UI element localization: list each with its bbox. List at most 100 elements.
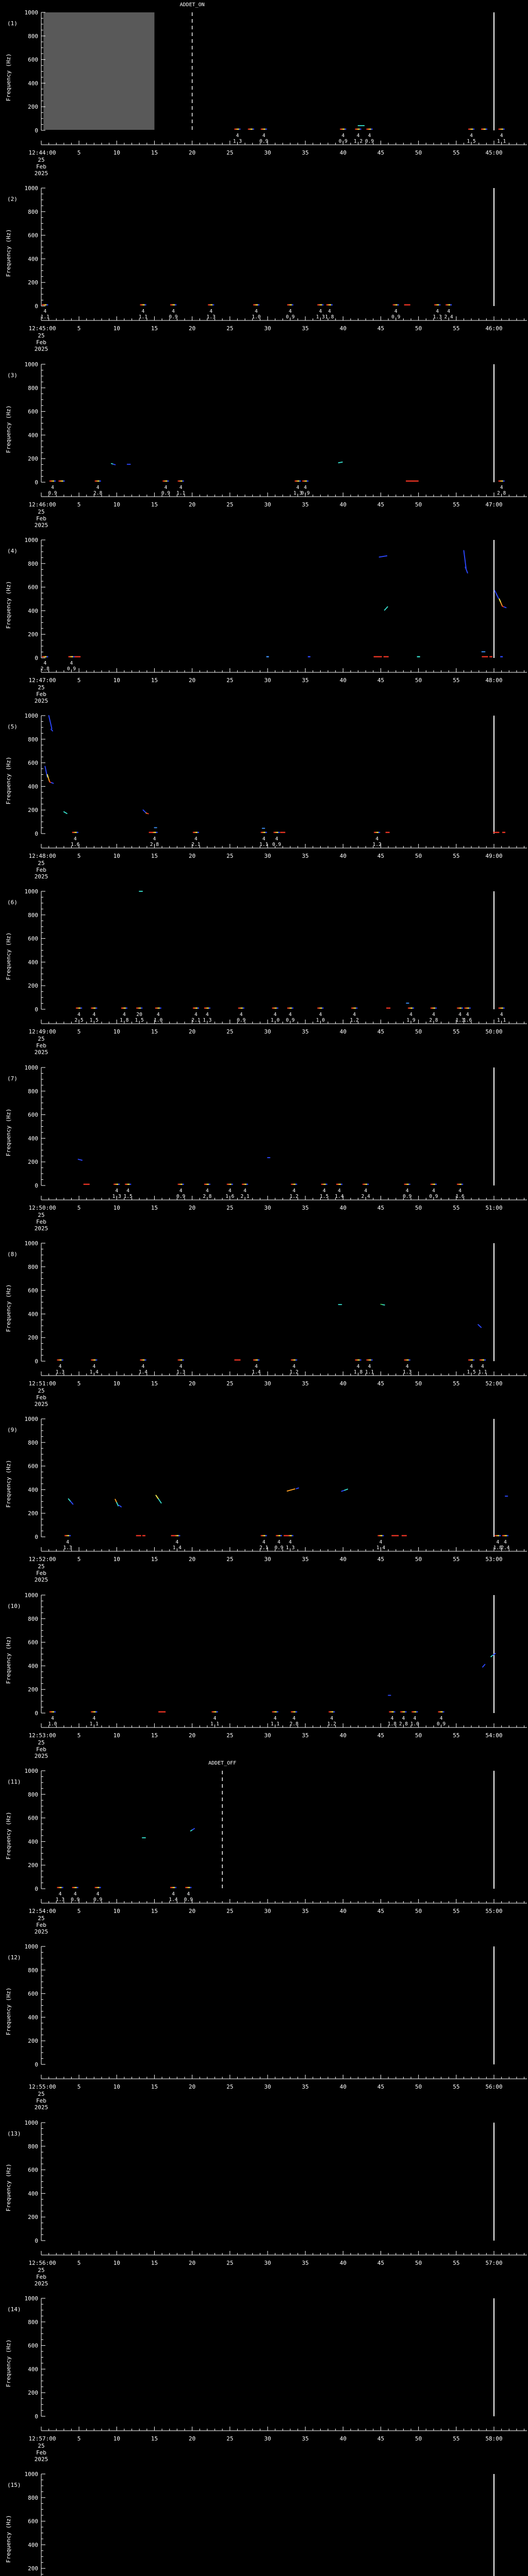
detection-mark xyxy=(239,128,241,130)
detection-mark xyxy=(402,1711,404,1713)
detection-mark xyxy=(42,656,44,657)
detection-count-label: 4 xyxy=(77,1012,80,1018)
detection-count-label: 4 xyxy=(243,1188,246,1194)
detection-mark xyxy=(468,128,470,130)
x-tick-label: 20 xyxy=(189,1556,195,1563)
x-tick-label: 5 xyxy=(77,2435,81,2442)
x-tick-label: 10 xyxy=(113,149,120,156)
x-tick-label: 40 xyxy=(340,1908,346,1914)
y-tick-label: 800 xyxy=(28,385,38,392)
x-tick-label: 45 xyxy=(377,1205,384,1211)
detection-trace xyxy=(118,1504,122,1507)
x-tick-label: 15 xyxy=(151,2435,158,2442)
detection-count-label: 4 xyxy=(394,309,398,314)
detection-mark xyxy=(205,1007,207,1009)
x-tick-label: 50 xyxy=(415,149,422,156)
x-tick-label: 50 xyxy=(415,501,422,508)
panel-index-label: (13) xyxy=(7,2130,21,2137)
y-tick-label: 600 xyxy=(28,57,38,63)
detection-mark xyxy=(367,1183,369,1185)
detection-mark xyxy=(505,1535,507,1536)
x-tick-label: 30 xyxy=(264,1380,271,1387)
detection-mark xyxy=(407,1183,409,1185)
y-tick-label: 800 xyxy=(28,736,38,743)
detection-count-label: 20 xyxy=(137,1012,143,1018)
detection-mark xyxy=(292,1183,294,1185)
detection-value-label: 0.9 xyxy=(339,139,348,144)
detection-mark xyxy=(502,832,506,833)
detection-mark xyxy=(307,656,310,657)
detection-count-label: 4 xyxy=(96,1891,100,1897)
detection-trace xyxy=(77,1159,83,1161)
detection-value-label: 0.9 xyxy=(429,1194,438,1199)
x-tick-label: 45 xyxy=(377,2083,384,2090)
x-tick-label: 50 xyxy=(415,2083,422,2090)
end-time-label: 53:00 xyxy=(485,1556,502,1563)
detection-value-label: 1.1 xyxy=(90,1721,98,1727)
detection-value-label: 1.1 xyxy=(271,1721,279,1727)
date-label: Feb xyxy=(36,1394,46,1401)
date-label: Feb xyxy=(36,1746,46,1753)
x-axis xyxy=(41,1020,527,1024)
y-tick-label: 400 xyxy=(28,1311,38,1317)
detection-mark xyxy=(126,1183,128,1185)
start-time-label: 12:46:00 xyxy=(29,501,56,508)
detection-mark xyxy=(180,1359,183,1361)
y-axis-title: Frequency (Hz) xyxy=(5,2340,12,2387)
x-tick-label: 40 xyxy=(340,1205,346,1211)
detection-mark xyxy=(356,128,358,130)
x-tick-label: 35 xyxy=(302,1028,309,1035)
detection-trace xyxy=(47,777,51,783)
x-tick-label: 55 xyxy=(453,149,459,156)
detection-mark xyxy=(359,128,361,130)
detection-count-label: 4 xyxy=(194,836,197,842)
y-axis xyxy=(41,1595,45,1714)
detection-value-label: 0.9 xyxy=(286,314,294,320)
y-axis xyxy=(41,1067,45,1186)
detection-mark xyxy=(503,1007,505,1009)
detection-mark xyxy=(362,1183,365,1185)
y-tick-label: 200 xyxy=(28,1159,38,1165)
y-tick-label: 0 xyxy=(35,1886,38,1892)
detection-mark xyxy=(277,1535,279,1536)
detection-value-label: 1.5 xyxy=(467,1369,476,1375)
detection-mark xyxy=(485,128,487,130)
detection-mark xyxy=(432,1183,434,1185)
detection-value-label: 1.9 xyxy=(406,1018,415,1023)
detection-mark xyxy=(275,1007,277,1009)
detection-mark xyxy=(58,1887,60,1888)
detection-mark xyxy=(412,1007,415,1009)
x-tick-label: 5 xyxy=(77,1380,81,1387)
spectrogram-panel-5: 0 200 400 600 800 1000 Frequency (Hz) (5) 12:48:… xyxy=(5,713,527,879)
detection-mark xyxy=(506,1535,508,1536)
detection-mark xyxy=(75,1887,77,1888)
detection-mark xyxy=(209,304,211,306)
detection-mark xyxy=(94,1007,96,1009)
detection-mark xyxy=(43,656,45,657)
detection-mark xyxy=(208,1183,210,1185)
detection-mark xyxy=(236,128,238,130)
detection-mark xyxy=(390,1711,392,1713)
detection-mark xyxy=(194,832,196,833)
detection-mark xyxy=(255,304,257,306)
detection-count-label: 4 xyxy=(206,1188,209,1194)
x-tick-label: 25 xyxy=(226,1732,233,1739)
detection-mark xyxy=(207,1183,209,1185)
x-tick-label: 10 xyxy=(113,1205,120,1211)
detection-count-label: 4 xyxy=(368,1364,371,1369)
detection-mark xyxy=(256,1359,258,1361)
detection-mark xyxy=(304,480,306,482)
y-tick-label: 1000 xyxy=(25,713,39,719)
detection-mark xyxy=(473,1359,475,1361)
detection-mark xyxy=(394,304,396,306)
detection-mark xyxy=(158,1711,166,1713)
detection-mark xyxy=(228,1183,230,1185)
detection-value-label: 1.3 xyxy=(176,1369,185,1375)
detection-mark xyxy=(280,832,286,833)
x-tick-label: 15 xyxy=(151,501,158,508)
date-label: 2025 xyxy=(35,2104,48,2110)
detection-mark xyxy=(248,128,250,130)
date-label: 25 xyxy=(38,1563,44,1570)
detection-mark xyxy=(292,1359,294,1361)
detection-count-label: 4 xyxy=(115,1188,118,1194)
